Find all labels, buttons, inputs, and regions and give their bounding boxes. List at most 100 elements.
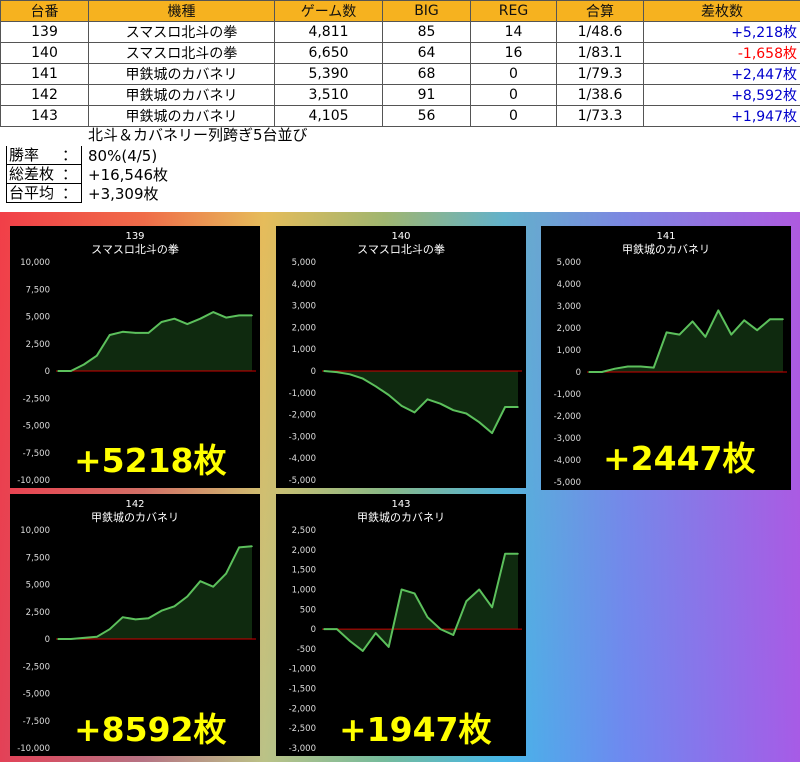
cell-reg: 0 bbox=[470, 63, 557, 85]
summary-block: 勝率 ： 80%(4/5) 総差枚 ： +16,546枚 台平均 ： +3,309枚 bbox=[6, 146, 168, 203]
table-row: 139 スマスロ北斗の拳 4,811 85 14 1/48.6 +5,218枚 bbox=[0, 21, 800, 43]
data-point bbox=[134, 618, 137, 621]
slot-results-table: 台番 機種 ゲーム数 BIG REG 合算 差枚数 139 スマスロ北斗の拳 4… bbox=[0, 0, 800, 127]
cell-diff: +5,218枚 bbox=[643, 21, 800, 43]
data-point bbox=[212, 311, 214, 313]
data-point bbox=[465, 412, 468, 415]
y-tick-label: 2,000 bbox=[557, 324, 581, 334]
cell-diff: +8,592枚 bbox=[643, 84, 800, 106]
series-line bbox=[324, 552, 518, 652]
chart-panel-143: 143 甲鉄城のカバネリ 2,500 2,000 1,500 1,000 500 0 -500 -… bbox=[276, 494, 526, 756]
data-point bbox=[627, 365, 629, 368]
data-point bbox=[400, 405, 403, 407]
y-tick-label: -5,000 bbox=[23, 422, 50, 432]
y-tick-label: -1,000 bbox=[554, 390, 581, 400]
header-games: ゲーム数 bbox=[274, 0, 383, 22]
y-tick-label: 1,000 bbox=[292, 585, 316, 595]
data-point bbox=[57, 638, 59, 640]
cell-games: 4,811 bbox=[274, 21, 383, 43]
data-point bbox=[225, 572, 227, 575]
y-tick-label: -7,500 bbox=[23, 717, 50, 727]
y-tick-label: 2,500 bbox=[26, 608, 50, 618]
data-point bbox=[199, 580, 202, 582]
header-diff: 差枚数 bbox=[643, 0, 800, 22]
summary-win-rate: 勝率 ： 80%(4/5) bbox=[6, 146, 168, 165]
cell-big: 91 bbox=[382, 84, 471, 106]
y-tick-label: 3,000 bbox=[557, 302, 581, 312]
data-point bbox=[756, 329, 758, 331]
y-tick-label: 0 bbox=[311, 367, 316, 377]
cell-reg: 0 bbox=[470, 105, 557, 127]
data-point bbox=[601, 371, 603, 373]
data-point bbox=[83, 363, 85, 366]
data-point bbox=[70, 370, 72, 372]
data-point bbox=[323, 628, 325, 630]
cell-machine-no: 140 bbox=[0, 42, 89, 64]
data-point bbox=[57, 370, 59, 372]
chart-panel-141: 141 甲鉄城のカバネリ 5,000 4,000 3,000 2,000 1,000 0 -1,… bbox=[541, 226, 791, 490]
cell-machine-no: 142 bbox=[0, 84, 89, 106]
summary-separator: ： bbox=[61, 165, 77, 183]
series-area bbox=[58, 546, 252, 639]
y-tick-label: -2,000 bbox=[289, 704, 316, 714]
series-area bbox=[589, 310, 783, 372]
summary-separator: ： bbox=[61, 146, 77, 164]
cell-combined: 1/73.3 bbox=[556, 105, 644, 127]
summary-average: 台平均 ： +3,309枚 bbox=[6, 184, 168, 203]
series-line bbox=[58, 545, 253, 640]
cell-combined: 1/79.3 bbox=[556, 63, 644, 85]
chart-subtitle: 甲鉄城のカバネリ bbox=[622, 242, 710, 256]
y-tick-label: 5,000 bbox=[292, 258, 316, 268]
data-point bbox=[504, 553, 506, 555]
data-point bbox=[665, 331, 668, 334]
data-point bbox=[439, 628, 442, 630]
header-reg: REG bbox=[470, 0, 557, 22]
y-tick-label: -4,000 bbox=[289, 454, 316, 464]
cell-combined: 1/48.6 bbox=[556, 21, 644, 43]
chart-subtitle: 甲鉄城のカバネリ bbox=[357, 510, 445, 524]
y-tick-label: -3,000 bbox=[289, 432, 316, 442]
y-tick-label: -2,000 bbox=[289, 411, 316, 421]
data-point bbox=[160, 609, 163, 612]
table-header-row: 台番 機種 ゲーム数 BIG REG 合算 差枚数 bbox=[0, 0, 800, 22]
cell-model: スマスロ北斗の拳 bbox=[88, 21, 275, 43]
data-point bbox=[782, 318, 784, 320]
y-tick-label: 0 bbox=[45, 367, 50, 377]
y-tick-label: -3,000 bbox=[289, 744, 316, 754]
summary-value: +16,546枚 bbox=[88, 166, 169, 184]
data-point bbox=[225, 316, 227, 319]
cell-combined: 1/38.6 bbox=[556, 84, 644, 106]
big-diff-label-143: +1947枚 bbox=[339, 710, 492, 749]
data-point bbox=[413, 411, 416, 414]
chart-title: 142 bbox=[125, 499, 144, 510]
data-point bbox=[349, 640, 351, 642]
chart-subtitle: スマスロ北斗の拳 bbox=[91, 242, 179, 256]
cell-model: 甲鉄城のカバネリ bbox=[88, 84, 275, 106]
data-point bbox=[517, 553, 519, 555]
data-point bbox=[238, 314, 240, 317]
data-point bbox=[400, 588, 403, 591]
data-point bbox=[96, 636, 98, 638]
data-point bbox=[491, 606, 493, 609]
data-point bbox=[173, 317, 176, 320]
y-tick-label: 3,000 bbox=[292, 302, 316, 312]
chart-panel-142: 142 甲鉄城のカバネリ 10,000 7,500 5,000 2,500 0 -2,500 -… bbox=[10, 494, 260, 756]
y-tick-label: -2,000 bbox=[554, 412, 581, 422]
header-machine-no: 台番 bbox=[0, 0, 89, 22]
data-point bbox=[491, 432, 493, 434]
data-point bbox=[323, 370, 325, 372]
cell-machine-no: 139 bbox=[0, 21, 89, 43]
y-tick-label: 2,000 bbox=[292, 546, 316, 556]
big-diff-label-141: +2447枚 bbox=[603, 439, 756, 478]
y-tick-label: -5,000 bbox=[23, 690, 50, 700]
series-area bbox=[324, 553, 518, 651]
y-tick-label: 2,500 bbox=[292, 526, 316, 536]
data-point bbox=[186, 323, 189, 325]
cell-big: 85 bbox=[382, 21, 471, 43]
cell-combined: 1/83.1 bbox=[556, 42, 644, 64]
series-area bbox=[324, 371, 518, 434]
cell-reg: 16 bbox=[470, 42, 557, 64]
chart-title: 140 bbox=[391, 231, 410, 242]
